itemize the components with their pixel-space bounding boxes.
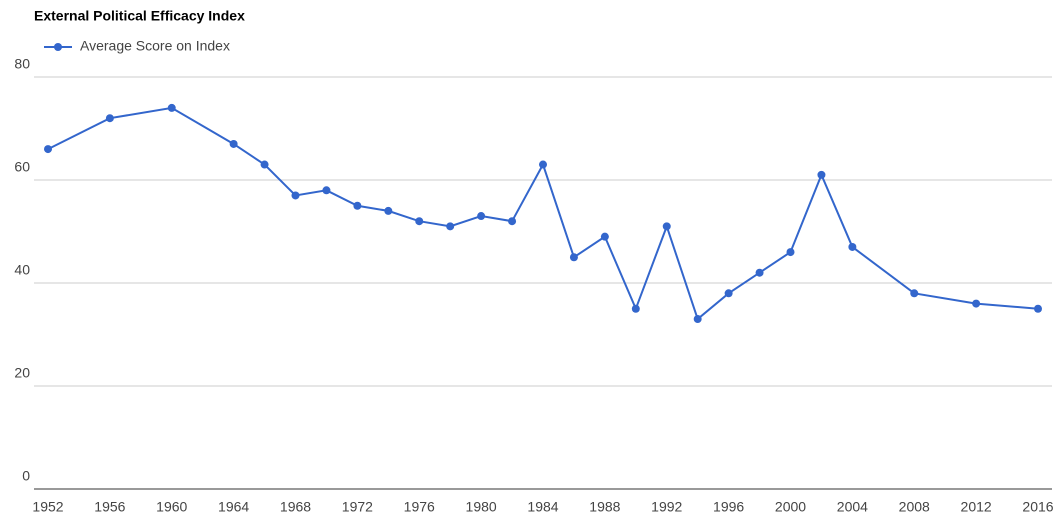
- x-tick-label: 2012: [961, 499, 992, 515]
- point: [446, 222, 455, 231]
- y-tick-label: 20: [14, 365, 30, 381]
- point: [662, 222, 671, 231]
- point: [631, 304, 640, 313]
- x-tick-label: 2004: [837, 499, 868, 515]
- point: [693, 315, 702, 324]
- point: [724, 289, 733, 298]
- point: [384, 206, 393, 215]
- point: [817, 170, 826, 179]
- point: [1034, 304, 1042, 313]
- x-tick-label: 2000: [775, 499, 806, 515]
- point: [508, 217, 517, 226]
- point: [353, 201, 362, 210]
- y-tick-label: 40: [14, 262, 30, 278]
- x-tick-label: 1968: [280, 499, 311, 515]
- point: [972, 299, 981, 308]
- x-tick-label: 2008: [899, 499, 930, 515]
- point: [44, 145, 52, 154]
- point: [569, 253, 578, 262]
- x-tick-label: 1976: [404, 499, 435, 515]
- point: [786, 248, 795, 257]
- chart-title: External Political Efficacy Index: [34, 8, 245, 24]
- x-tick-label: 1972: [342, 499, 373, 515]
- point: [229, 139, 238, 148]
- legend-label: Average Score on Index: [80, 38, 230, 54]
- legend-marker: [54, 43, 62, 51]
- point: [415, 217, 424, 226]
- line: [47, 106, 1039, 321]
- x-tick-label: 1992: [651, 499, 682, 515]
- point: [600, 232, 609, 241]
- x-tick-label: 1956: [94, 499, 125, 515]
- point: [539, 160, 547, 169]
- x-tick-label: 1984: [527, 499, 558, 515]
- point: [105, 114, 114, 123]
- x-tick-label: 1964: [218, 499, 249, 515]
- y-tick-label: 0: [22, 468, 30, 484]
- point: [755, 268, 764, 277]
- point: [910, 289, 919, 298]
- x-tick-label: 1988: [589, 499, 620, 515]
- point: [291, 191, 300, 200]
- y-tick-label: 60: [14, 159, 30, 175]
- x-tick-label: 1952: [32, 499, 63, 515]
- y-tick-label: 80: [14, 56, 30, 72]
- x-tick-label: 1980: [466, 499, 497, 515]
- point: [167, 103, 176, 112]
- x-tick-label: 2016: [1022, 499, 1053, 515]
- point: [322, 186, 331, 195]
- point: [477, 212, 486, 221]
- x-tick-label: 1960: [156, 499, 187, 515]
- x-tick-label: 1996: [713, 499, 744, 515]
- point: [848, 242, 857, 251]
- point: [260, 160, 269, 169]
